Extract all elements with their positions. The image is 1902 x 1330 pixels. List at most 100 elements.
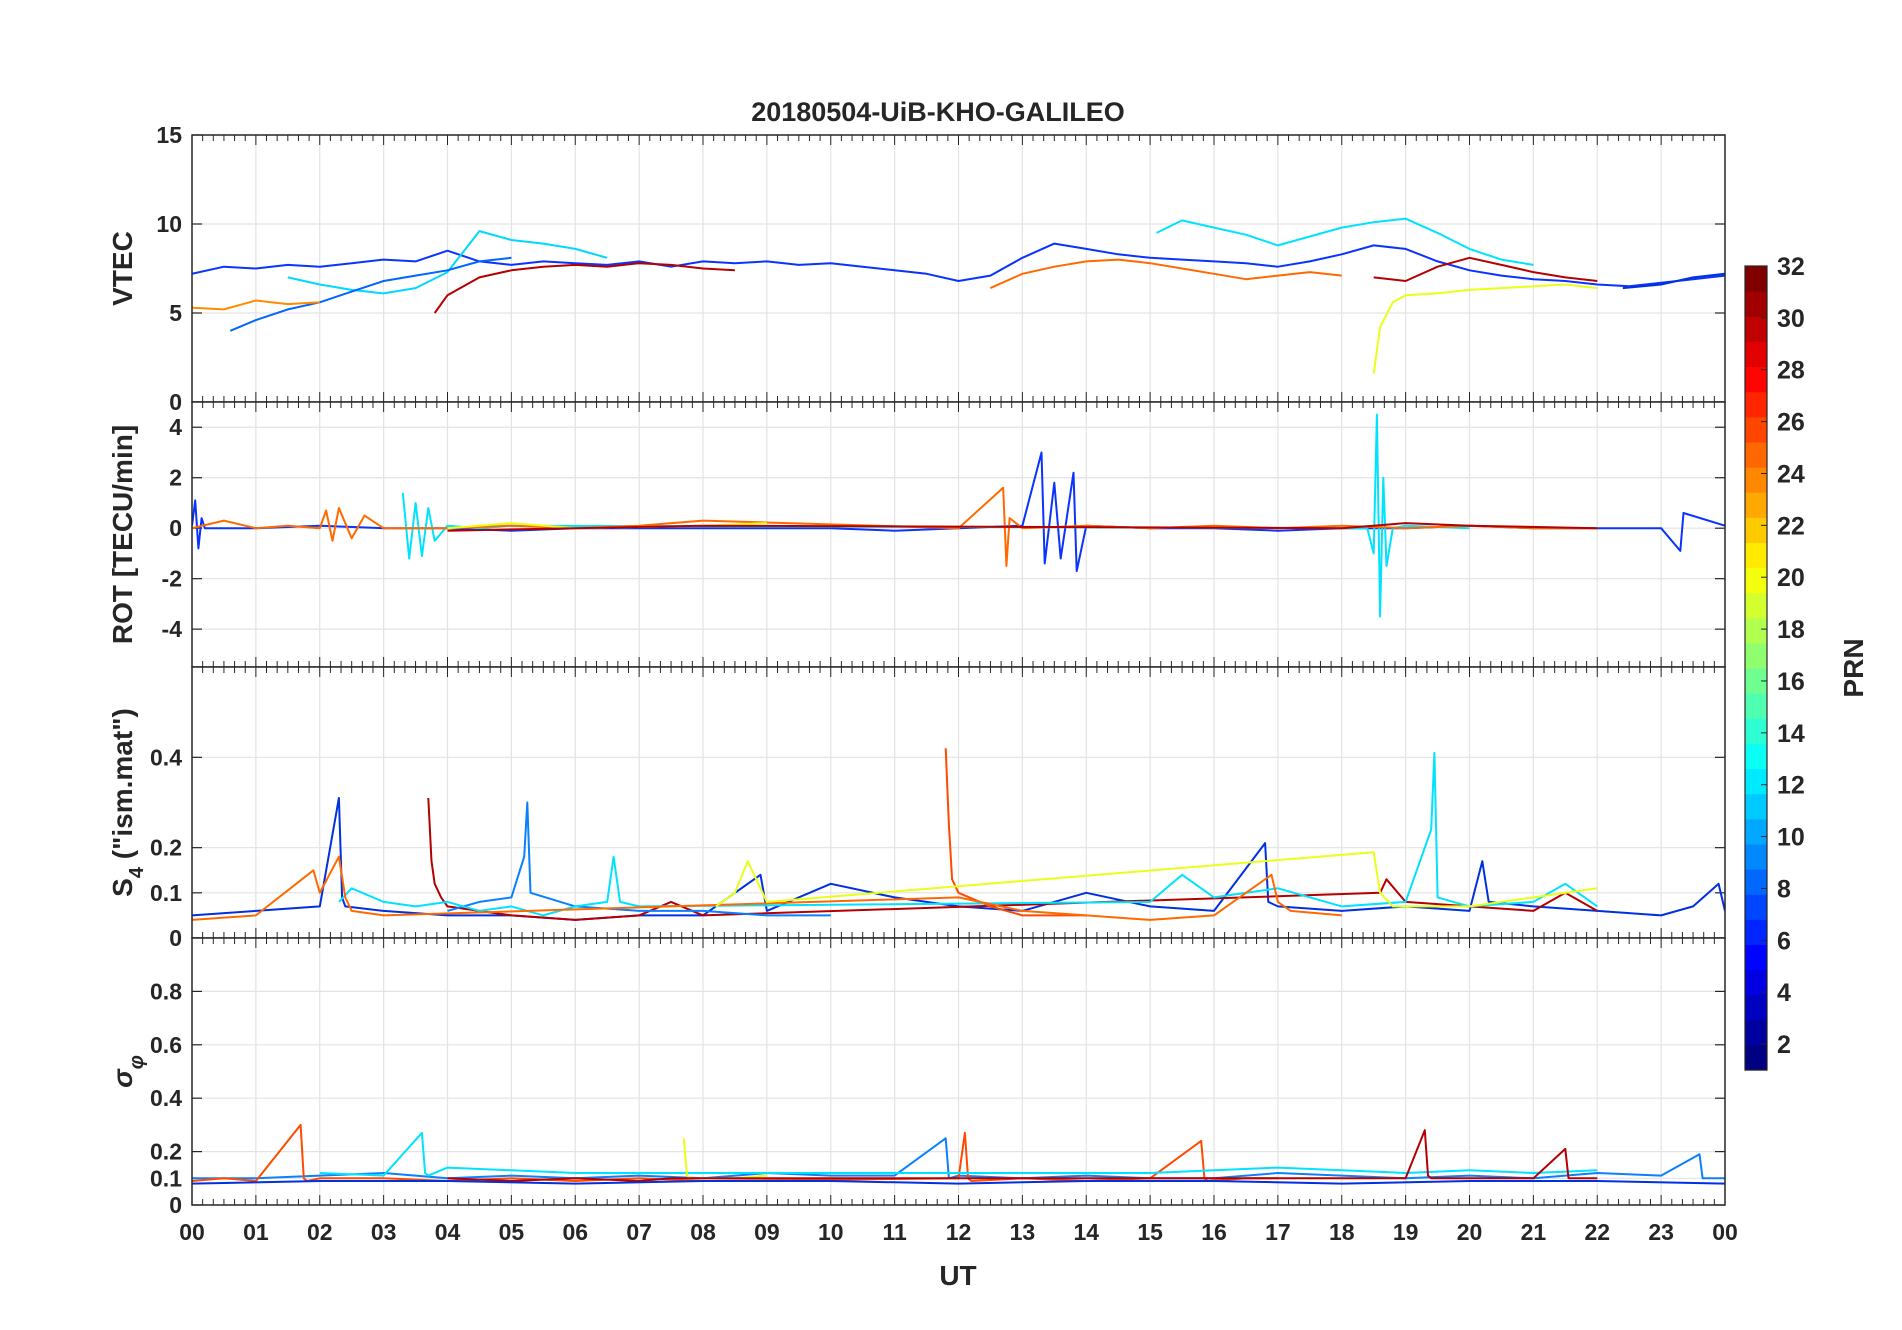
y-axis-label: ROT [TECU/min] bbox=[107, 425, 138, 644]
colorbar-segment bbox=[1745, 567, 1767, 594]
colorbar-tick-label: 8 bbox=[1777, 875, 1791, 903]
series-line-7 bbox=[715, 851, 1598, 908]
colorbar-tick-label: 14 bbox=[1777, 720, 1805, 748]
panel-4: 00.10.2 0.4 0.6 0.8 σφ bbox=[107, 937, 1726, 1218]
colorbar-segment bbox=[1745, 492, 1767, 518]
y-tick-label: 0.6 bbox=[150, 1032, 182, 1058]
y-tick-label: 2 bbox=[169, 465, 182, 491]
x-tick-label: 01 bbox=[243, 1219, 269, 1245]
colorbar-tick-label: 22 bbox=[1777, 512, 1805, 540]
series-line-3 bbox=[1156, 217, 1534, 266]
x-tick-label: 17 bbox=[1265, 1219, 1291, 1245]
x-tick-label: 14 bbox=[1073, 1219, 1099, 1245]
colorbar-segment bbox=[1745, 291, 1767, 317]
y-tick-label: 5 bbox=[169, 300, 182, 326]
y-axis-label: S4 ("ism.mat") bbox=[107, 708, 148, 897]
colorbar-segment bbox=[1745, 642, 1767, 669]
panel-3: 0 0.1 0.2 0.4S4 ("ism.mat") bbox=[107, 666, 1726, 951]
colorbar-segment bbox=[1745, 818, 1767, 845]
y-tick-label: 0.4 bbox=[150, 744, 182, 770]
colorbar-segment bbox=[1745, 391, 1767, 418]
y-tick-label: 0.2 bbox=[150, 835, 182, 861]
y-tick-label: 0.4 bbox=[150, 1085, 182, 1111]
colorbar-segment bbox=[1745, 467, 1767, 493]
y-tick-label: 15 bbox=[156, 122, 182, 148]
panel-frame bbox=[191, 937, 1726, 1206]
series-line-7 bbox=[1373, 256, 1598, 282]
colorbar-segment bbox=[1745, 266, 1767, 292]
x-tick-label: 15 bbox=[1137, 1219, 1163, 1245]
x-tick-label: 00 bbox=[179, 1219, 205, 1245]
x-tick-label: 09 bbox=[754, 1219, 780, 1245]
y-tick-label: -4 bbox=[162, 616, 183, 642]
series-line-3 bbox=[944, 748, 1087, 917]
colorbar-tick-label: 24 bbox=[1777, 460, 1805, 488]
series-line-8 bbox=[1372, 283, 1598, 374]
colorbar-segment bbox=[1745, 718, 1767, 744]
y-tick-label: 0 bbox=[169, 389, 182, 415]
y-axis-label: σφ bbox=[107, 1055, 148, 1088]
colorbar-tick-label: 6 bbox=[1777, 927, 1791, 955]
x-tick-label: 23 bbox=[1648, 1219, 1674, 1245]
colorbar-segment bbox=[1745, 1019, 1767, 1046]
y-tick-label: 0.1 bbox=[150, 880, 182, 906]
x-tick-label: 21 bbox=[1521, 1219, 1547, 1245]
chart-title: 20180504-UiB-KHO-GALILEO bbox=[751, 97, 1125, 127]
x-tick-label: 05 bbox=[499, 1219, 525, 1245]
y-tick-label: 0 bbox=[169, 925, 182, 951]
colorbar-segment bbox=[1745, 843, 1767, 870]
series-line-6 bbox=[192, 1180, 1725, 1185]
x-tick-label: 10 bbox=[818, 1219, 844, 1245]
colorbar-tick-label: 26 bbox=[1777, 409, 1805, 437]
colorbar-segment bbox=[1745, 743, 1767, 770]
x-tick-label: 11 bbox=[882, 1219, 907, 1245]
x-tick-label: 00 bbox=[1712, 1219, 1738, 1245]
y-tick-label: 0.8 bbox=[150, 978, 182, 1004]
colorbar-tick-label: 18 bbox=[1777, 616, 1805, 644]
series-line-2 bbox=[287, 230, 608, 295]
x-tick-label: 03 bbox=[371, 1219, 397, 1245]
colorbar-segment bbox=[1745, 994, 1767, 1021]
y-tick-label: 0 bbox=[169, 515, 182, 541]
colorbar-tick-label: 10 bbox=[1777, 824, 1805, 852]
series-line-4 bbox=[447, 801, 831, 917]
y-axis-label: VTEC bbox=[107, 231, 138, 306]
colorbar-tick-label: 2 bbox=[1777, 1031, 1791, 1059]
panel-1: 0 5 10 15 VTEC bbox=[107, 122, 1726, 415]
colorbar-segment bbox=[1745, 919, 1767, 945]
x-axis-label: UT bbox=[939, 1260, 976, 1291]
y-tick-label: 4 bbox=[169, 414, 182, 440]
colorbar-segment bbox=[1745, 617, 1767, 644]
x-tick-label: 07 bbox=[626, 1219, 652, 1245]
y-tick-label: 0 bbox=[169, 1192, 182, 1218]
colorbar-segment bbox=[1745, 517, 1767, 543]
x-tick-label: 06 bbox=[562, 1219, 588, 1245]
x-tick-label: 04 bbox=[435, 1219, 461, 1245]
colorbar-segment bbox=[1745, 668, 1767, 694]
series-line-5 bbox=[447, 522, 1598, 532]
colorbar-tick-label: 30 bbox=[1777, 305, 1805, 333]
colorbar-segment bbox=[1745, 1044, 1767, 1071]
colorbar-segment bbox=[1745, 969, 1767, 996]
x-tick-label: 13 bbox=[1010, 1219, 1036, 1245]
series-line-5 bbox=[989, 258, 1342, 290]
series-line-3 bbox=[319, 1131, 1598, 1177]
colorbar-tick-label: 32 bbox=[1777, 253, 1805, 281]
panel-2: -4 -2 0 2 4 ROT [TECU/min] bbox=[107, 401, 1726, 668]
x-tick-label: 08 bbox=[690, 1219, 716, 1245]
series-line-6 bbox=[433, 262, 735, 314]
colorbar-tick-label: 28 bbox=[1777, 357, 1805, 385]
colorbar-label: PRN bbox=[1838, 638, 1869, 697]
x-tick-label: 02 bbox=[307, 1219, 333, 1245]
colorbar-segment bbox=[1745, 793, 1767, 820]
colorbar-segment bbox=[1745, 869, 1767, 895]
colorbar-tick-label: 20 bbox=[1777, 564, 1805, 592]
series-line-5 bbox=[447, 1129, 1598, 1182]
colorbar-segment bbox=[1745, 894, 1767, 920]
colorbar-segment bbox=[1745, 416, 1767, 443]
x-tick-label: 19 bbox=[1393, 1219, 1419, 1245]
colorbar-segment bbox=[1745, 341, 1767, 368]
